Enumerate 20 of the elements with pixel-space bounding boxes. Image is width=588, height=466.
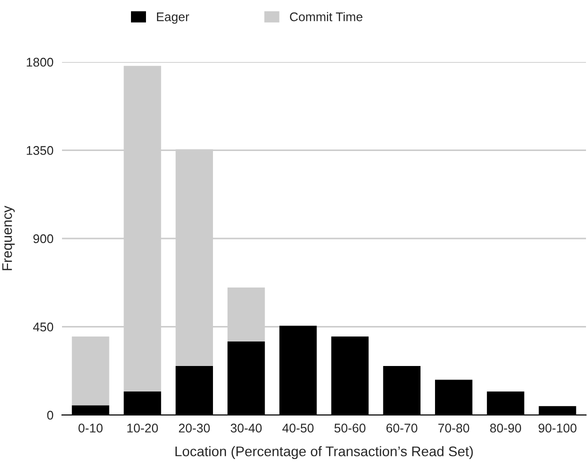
y-axis-title: Frequency (2, 206, 15, 270)
y-tick-label: 1350 (26, 146, 54, 155)
x-axis-title: Location (Percentage of Transaction’s Read Set) (175, 446, 473, 460)
x-tick-label: 40-50 (282, 424, 314, 433)
x-tick-label: 80-90 (490, 424, 522, 433)
x-tick-label: 0-10 (78, 424, 103, 433)
y-tick-label: 450 (33, 322, 54, 332)
bar (72, 336, 110, 406)
x-tick-label: 30-40 (230, 424, 262, 433)
y-tick-label: 900 (33, 234, 54, 244)
x-tick-label: 10-20 (127, 424, 158, 433)
x-tick-label: 20-30 (178, 424, 210, 433)
x-tick-label: 90-100 (538, 424, 576, 433)
y-tick-label: 1800 (26, 58, 54, 67)
x-tick-label: 60-70 (386, 424, 418, 433)
y-tick-label: 0 (47, 410, 54, 420)
legend-label: Commit Time (290, 12, 362, 22)
legend-label: Eager (157, 12, 190, 24)
x-tick-label: 50-60 (334, 424, 366, 433)
x-tick-label: 70-80 (438, 424, 470, 433)
